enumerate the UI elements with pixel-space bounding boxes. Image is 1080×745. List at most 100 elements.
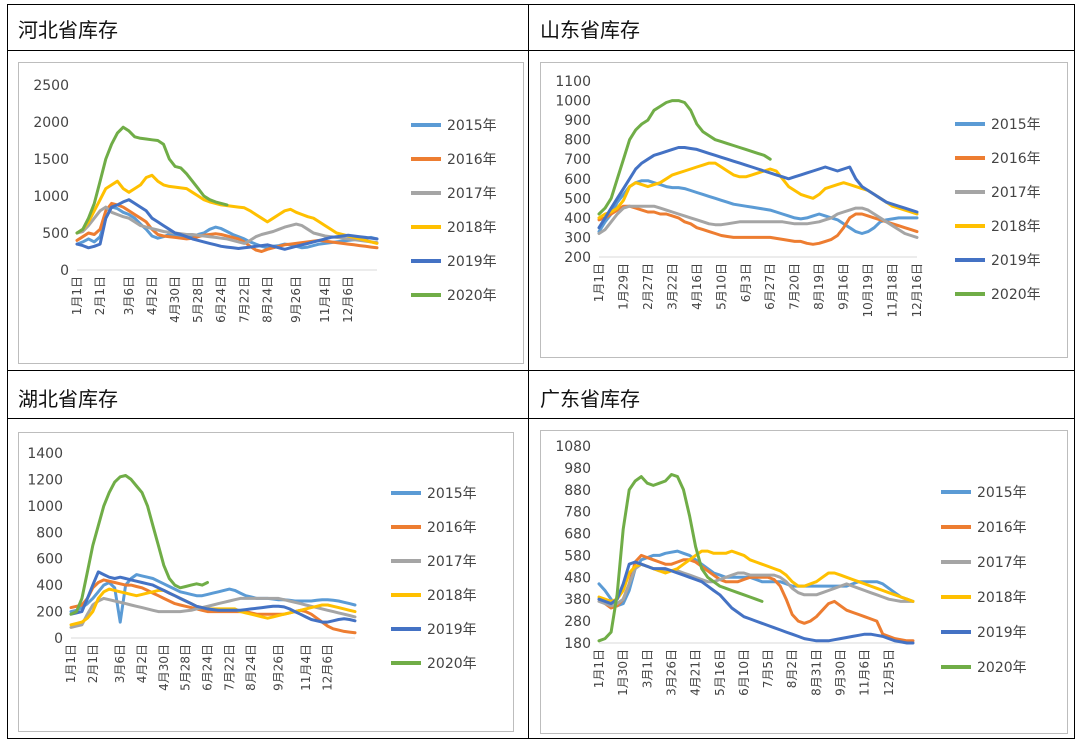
x-tick-label: 12月5日: [882, 649, 896, 696]
x-tick-label: 6月10日: [737, 649, 751, 696]
x-tick-label: 7月22日: [222, 644, 236, 691]
chart-title-shandong: 山东省库存: [540, 18, 640, 42]
legend-label: 2017年: [977, 555, 1027, 571]
x-tick-label: 4月2日: [145, 276, 159, 315]
x-tick-label: 5月10日: [714, 263, 728, 310]
x-tick-label: 4月30日: [157, 644, 171, 691]
legend-label: 2016年: [991, 151, 1041, 167]
x-tick-label: 11月4日: [299, 644, 313, 691]
y-tick-label: 300: [564, 230, 591, 246]
y-tick-label: 180: [564, 636, 591, 652]
x-tick-label: 2月1日: [93, 276, 107, 315]
y-tick-label: 1080: [555, 439, 591, 455]
x-tick-label: 4月16日: [690, 263, 704, 310]
series-line-2019年: [597, 560, 915, 645]
x-tick-label: 4月2日: [135, 644, 149, 683]
legend-label: 2016年: [447, 152, 497, 168]
legend-label: 2017年: [427, 554, 477, 570]
x-tick-label: 4月21日: [689, 649, 703, 696]
x-tick-label: 3月1日: [640, 649, 654, 688]
y-tick-label: 2500: [33, 78, 69, 94]
x-tick-label: 1月1日: [64, 644, 78, 683]
x-tick-label: 12月16日: [910, 263, 924, 318]
y-tick-label: 1200: [27, 472, 63, 488]
table-frame: [7, 4, 1075, 739]
series-line-2016年: [75, 201, 379, 253]
x-tick-label: 8月24日: [244, 644, 258, 691]
legend-label: 2018年: [977, 590, 1027, 606]
x-tick-label: 11月6日: [858, 649, 872, 696]
series-line-2015年: [597, 179, 919, 235]
x-tick-label: 1月30日: [616, 649, 630, 696]
y-tick-label: 600: [36, 552, 63, 568]
chart-shandong: 200 300 400 500 600 700 800 900 1000 1100 1月1日 1月29…: [540, 62, 1068, 358]
x-tick-label: 7月20日: [788, 263, 802, 310]
legend-label: 2019年: [427, 622, 477, 638]
y-tick-label: 0: [54, 631, 63, 647]
chart-title-hebei: 河北省库存: [18, 18, 118, 42]
y-tick-label: 1000: [33, 189, 69, 205]
x-tick-label: 7月5日: [761, 649, 775, 688]
y-tick-label: 900: [564, 113, 591, 129]
x-tick-label: 9月26日: [272, 644, 286, 691]
x-tick-label: 12月6日: [341, 276, 355, 323]
chart-guangdong-svg: 180 280 380 480 580 680 780 880 980 1080 1月1日 1月30日…: [555, 439, 1027, 696]
legend-label: 2019年: [991, 253, 1041, 269]
y-tick-label: 500: [42, 226, 69, 242]
legend-label: 2018年: [991, 219, 1041, 235]
series-line-2020年: [75, 125, 229, 235]
series-line-2016年: [597, 553, 915, 643]
legend-label: 2017年: [991, 185, 1041, 201]
legend-label: 2016年: [427, 520, 477, 536]
legend-label: 2015年: [427, 486, 477, 502]
x-tick-label: 5月16日: [713, 649, 727, 696]
legend-label: 2018年: [447, 220, 497, 236]
table-divider-middle: [7, 370, 1075, 371]
y-tick-label: 200: [36, 605, 63, 621]
chart-shandong-svg: 200 300 400 500 600 700 800 900 1000 1100 1月1日 1月29…: [555, 74, 1041, 318]
chart-hebei-svg: 0 500 1000 1500 2000 2500 1月1日 2月1日 3月6日 4月2日 4月30…: [33, 78, 497, 323]
legend-label: 2020年: [991, 287, 1041, 303]
y-tick-label: 600: [564, 172, 591, 188]
chart-guangdong: 180 280 380 480 580 680 780 880 980 1080 1月1日 1月30日…: [540, 430, 1068, 734]
chart-hebei: 0 500 1000 1500 2000 2500 1月1日 2月1日 3月6日 4月2日 4月30…: [18, 62, 524, 364]
x-tick-label: 8月2日: [785, 649, 799, 688]
x-tick-label: 12月6日: [321, 644, 335, 691]
series-line-2017年: [75, 205, 379, 245]
x-tick-label: 9月26日: [289, 276, 303, 323]
x-tick-label: 7月22日: [237, 276, 251, 323]
x-tick-label: 11月18日: [886, 263, 900, 318]
series-line-2016年: [597, 204, 919, 246]
y-tick-label: 680: [564, 527, 591, 543]
x-tick-label: 1月1日: [70, 276, 84, 315]
series-line-2019年: [597, 146, 919, 230]
x-tick-label: 6月24日: [214, 276, 228, 323]
legend-label: 2015年: [447, 118, 497, 134]
x-tick-label: 9月30日: [834, 649, 848, 696]
y-tick-label: 780: [564, 505, 591, 521]
y-tick-label: 480: [564, 570, 591, 586]
y-tick-label: 1400: [27, 446, 63, 462]
chart-hubei-svg: 0 200 400 600 800 1000 1200 1400 1月1日 2月1日 3月6日 4月2…: [27, 446, 477, 691]
y-tick-label: 400: [564, 211, 591, 227]
x-tick-label: 1月29日: [616, 263, 630, 310]
y-tick-label: 1000: [27, 499, 63, 515]
x-tick-label: 9月16日: [837, 263, 851, 310]
x-tick-label: 6月27日: [763, 263, 777, 310]
chart-title-guangdong: 广东省库存: [540, 387, 640, 411]
table-divider-middle-2: [7, 418, 1075, 419]
legend-label: 2016年: [977, 520, 1027, 536]
legend-label: 2019年: [447, 254, 497, 270]
series-line-2020年: [597, 473, 764, 643]
series-line-2015年: [75, 205, 379, 250]
x-tick-label: 5月28日: [191, 276, 205, 323]
legend-label: 2018年: [427, 588, 477, 604]
chart-title-hubei: 湖北省库存: [18, 387, 118, 411]
x-tick-label: 3月26日: [664, 649, 678, 696]
legend-label: 2015年: [991, 117, 1041, 133]
y-tick-label: 1500: [33, 152, 69, 168]
series-line-2019年: [75, 198, 379, 251]
table-divider-vertical: [528, 4, 529, 739]
y-tick-label: 400: [36, 578, 63, 594]
legend-label: 2015年: [977, 485, 1027, 501]
